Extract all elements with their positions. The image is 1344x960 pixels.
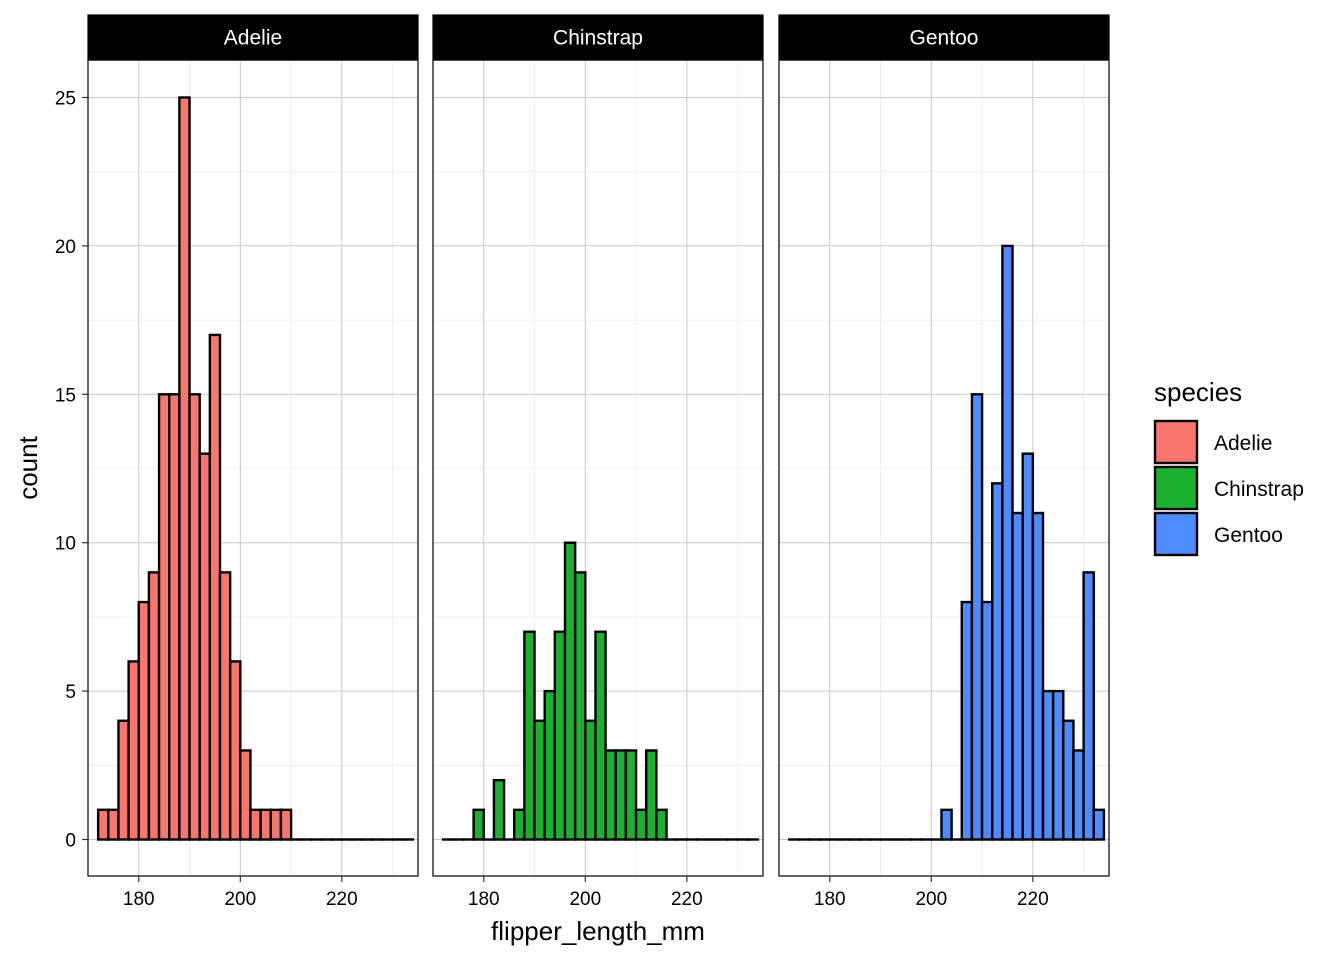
histogram-bar — [1062, 719, 1075, 841]
y-axis-title: count — [13, 435, 43, 499]
histogram-bar — [1011, 511, 1024, 841]
y-tick-label: 5 — [65, 682, 76, 703]
histogram-bar — [940, 808, 953, 841]
histogram-bar — [584, 719, 597, 841]
histogram-bar — [624, 749, 638, 841]
histogram-bar — [614, 749, 628, 841]
histogram-bar — [604, 749, 617, 841]
x-tick-label: 200 — [569, 889, 601, 910]
histogram-bar — [573, 571, 587, 841]
y-tick-label: 10 — [55, 534, 76, 555]
legend-label-chinstrap: Chinstrap — [1214, 478, 1304, 501]
x-tick-label: 180 — [468, 889, 500, 910]
histogram-bar — [523, 630, 536, 841]
x-axis: 180 200 220 180 200 220 180 200 220 — [123, 876, 1049, 910]
x-axis-title: flipper_length_mm — [491, 916, 705, 946]
histogram-bar — [533, 719, 546, 841]
histogram-bar — [472, 808, 485, 841]
y-axis: 0 5 10 15 20 25 — [55, 89, 88, 852]
facet-strip — [87, 14, 419, 61]
x-tick-label: 200 — [224, 889, 256, 910]
facet-panel-gentoo: Gentoo — [778, 14, 1110, 877]
histogram-bar — [157, 393, 171, 841]
histogram-bars-gentoo — [787, 244, 1106, 841]
histogram-bar — [513, 808, 526, 841]
facet-strip — [778, 14, 1110, 61]
histogram-bars-adelie — [96, 96, 415, 841]
histogram-bar — [117, 719, 130, 841]
y-tick-label: 15 — [55, 385, 76, 406]
y-tick-label: 25 — [55, 89, 76, 110]
facet-panel-adelie: Adelie — [87, 14, 419, 877]
histogram-bar — [960, 600, 974, 841]
histogram-bar — [980, 600, 994, 841]
histogram-bar — [655, 808, 668, 841]
facet-strip-label: Chinstrap — [553, 27, 643, 50]
histogram-bar — [228, 660, 242, 841]
histogram-bar — [218, 571, 232, 841]
histogram-bar — [1072, 749, 1085, 841]
histogram-bar — [1082, 571, 1095, 841]
x-tick-label: 220 — [671, 889, 703, 910]
histogram-bar — [563, 541, 577, 841]
histogram-bar — [269, 808, 283, 841]
histogram-bar — [970, 393, 984, 841]
legend: species Adelie Chinstrap Gentoo — [1153, 377, 1304, 557]
legend-key-adelie — [1153, 419, 1199, 465]
legend-key-gentoo — [1153, 511, 1199, 557]
histogram-bars-chinstrap — [441, 541, 760, 841]
histogram-bar — [147, 571, 161, 841]
histogram-bar — [168, 393, 181, 841]
legend-label-gentoo: Gentoo — [1214, 524, 1283, 547]
histogram-bar — [1041, 689, 1055, 841]
histogram-bar — [137, 600, 151, 841]
facet-strip-label: Adelie — [224, 27, 282, 50]
histogram-bar — [188, 393, 201, 841]
histogram-bar — [543, 689, 557, 841]
facet-panel-chinstrap: Chinstrap — [432, 14, 764, 877]
facet-strip-label: Gentoo — [910, 27, 979, 50]
histogram-bar — [1051, 689, 1065, 841]
y-tick-label: 0 — [65, 831, 76, 852]
histogram-bar — [208, 333, 222, 841]
histogram-bar — [239, 749, 252, 841]
histogram-bar — [96, 808, 110, 841]
histogram-bar — [1021, 452, 1035, 841]
x-tick-label: 200 — [915, 889, 947, 910]
legend-title: species — [1154, 377, 1242, 407]
histogram-bar — [107, 808, 120, 841]
legend-label-adelie: Adelie — [1214, 432, 1272, 455]
histogram-bar — [634, 808, 648, 841]
x-tick-label: 180 — [814, 889, 846, 910]
histogram-bar — [1031, 511, 1045, 841]
histogram-bar — [178, 96, 191, 841]
histogram-bar — [492, 778, 506, 841]
x-tick-label: 220 — [326, 889, 358, 910]
histogram-bar — [279, 808, 293, 841]
histogram-bar — [553, 630, 567, 841]
legend-key-chinstrap — [1153, 465, 1199, 511]
histogram-bar — [594, 630, 607, 841]
histogram-bar — [127, 660, 140, 841]
facet-panels: Adelie Chinstrap Gentoo — [87, 14, 1110, 877]
y-tick-label: 20 — [55, 237, 76, 258]
histogram-bar — [1001, 244, 1014, 841]
histogram-bar — [645, 749, 658, 841]
facet-strip — [432, 14, 764, 61]
x-tick-label: 180 — [123, 889, 155, 910]
histogram-bar — [259, 808, 272, 841]
histogram-bar — [249, 808, 262, 841]
x-tick-label: 220 — [1017, 889, 1049, 910]
histogram-bar — [991, 482, 1004, 841]
histogram-bar — [198, 452, 212, 841]
histogram-bar — [1092, 808, 1106, 841]
